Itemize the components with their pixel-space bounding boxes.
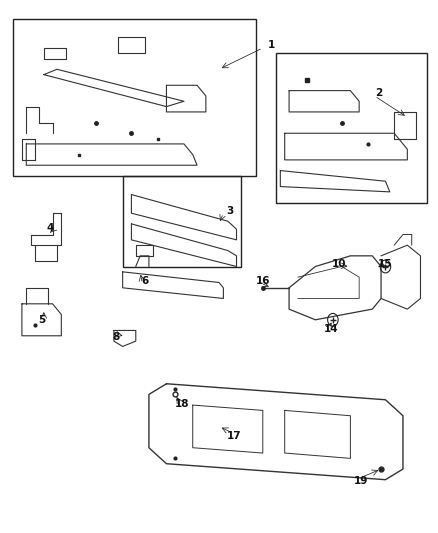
Text: 3: 3 <box>226 206 233 215</box>
Text: 6: 6 <box>141 277 148 286</box>
Bar <box>13 19 256 176</box>
Text: 17: 17 <box>227 431 242 441</box>
Text: 14: 14 <box>323 325 338 334</box>
Text: 19: 19 <box>354 476 368 486</box>
Text: 10: 10 <box>332 259 347 269</box>
Text: 5: 5 <box>38 315 45 325</box>
Text: 15: 15 <box>378 259 393 269</box>
Bar <box>276 53 427 203</box>
Text: 18: 18 <box>174 399 189 409</box>
Text: 2: 2 <box>375 88 382 98</box>
Text: 4: 4 <box>47 223 54 233</box>
Text: 1: 1 <box>268 41 275 50</box>
Text: 8: 8 <box>113 332 120 342</box>
Bar <box>123 176 241 266</box>
Text: 16: 16 <box>255 277 270 286</box>
